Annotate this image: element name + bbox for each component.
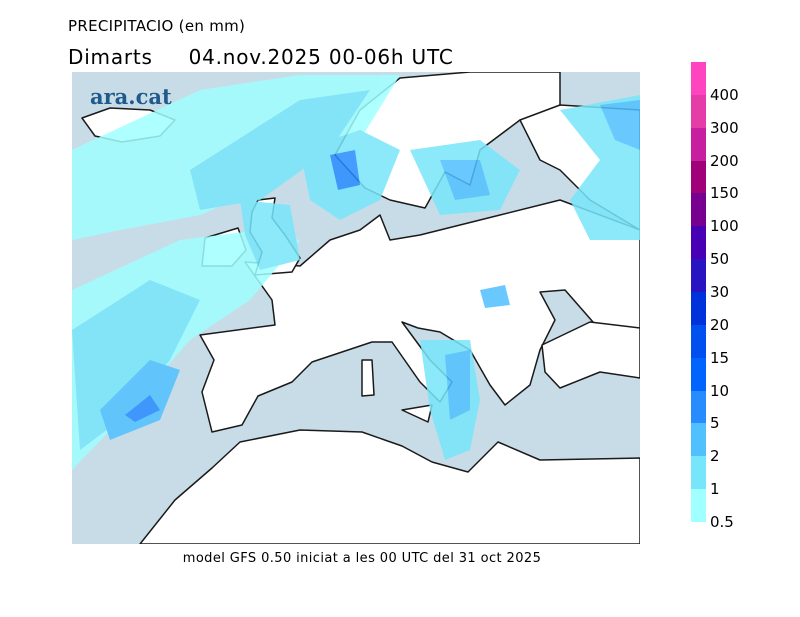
legend-swatch: [691, 226, 706, 260]
land-europe: [199, 199, 640, 433]
legend-swatch: [691, 390, 706, 424]
date-label: 04.nov.2025: [188, 45, 322, 69]
legend-label: 10: [710, 381, 730, 400]
legend-swatch: [691, 456, 706, 490]
land-sardinia-corsica: [361, 359, 375, 397]
legend-swatch: [691, 193, 706, 227]
legend-label: 300: [710, 118, 739, 137]
day-label: Dimarts: [68, 45, 153, 69]
land-scandinavia: [334, 72, 561, 209]
legend-label: 30: [710, 283, 730, 301]
legend-label: 400: [710, 85, 739, 104]
legend-swatch: [691, 292, 706, 326]
legend-swatch: [691, 62, 706, 96]
legend-swatch: [691, 259, 706, 293]
color-legend: [691, 62, 706, 523]
model-info: model GFS 0.50 iniciat a les 00 UTC del …: [182, 551, 542, 566]
legend-label: 50: [710, 250, 730, 269]
legend-swatch: [691, 324, 706, 359]
precipitation-map: [72, 72, 640, 544]
legend-label: 200: [710, 151, 739, 170]
legend-swatch: [691, 160, 706, 194]
legend-label: 5: [710, 414, 720, 433]
legend-swatch: [691, 357, 706, 392]
legend-label: 0.5: [710, 513, 734, 531]
legend-label: 1: [710, 480, 720, 499]
map-title: PRECIPITACIO (en mm): [68, 17, 246, 35]
period-label: 00-06h UTC: [328, 45, 454, 69]
legend-swatch: [691, 489, 706, 523]
legend-label: 2: [710, 447, 720, 466]
precipitation-fields: [72, 75, 640, 470]
legend-label: 15: [710, 348, 730, 367]
legend-swatch: [691, 94, 706, 129]
land-sicily: [401, 404, 433, 423]
legend-label: 20: [710, 315, 730, 334]
legend-swatch: [691, 127, 706, 162]
legend-label: 150: [710, 184, 739, 203]
legend-swatch: [691, 423, 706, 457]
logo: ara.cat: [90, 84, 172, 109]
forecast-period: Dimarts 04.nov.2025 00-06h UTC: [68, 45, 454, 69]
legend-label: 100: [710, 217, 739, 236]
land-africa: [139, 429, 640, 544]
land-turkey: [541, 321, 640, 389]
